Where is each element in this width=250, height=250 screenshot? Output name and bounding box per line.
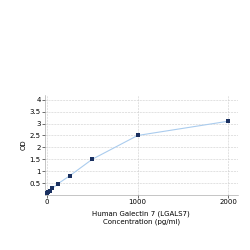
Point	[50, 186, 54, 190]
Y-axis label: OD: OD	[21, 140, 27, 150]
Point	[226, 119, 230, 123]
Point	[48, 189, 52, 193]
Point	[136, 134, 140, 138]
Point	[45, 190, 49, 194]
Point	[46, 190, 50, 194]
X-axis label: Human Galectin 7 (LGALS7)
Concentration (pg/ml): Human Galectin 7 (LGALS7) Concentration …	[92, 211, 190, 225]
Point	[90, 157, 94, 161]
Point	[56, 182, 60, 186]
Point	[68, 174, 71, 178]
